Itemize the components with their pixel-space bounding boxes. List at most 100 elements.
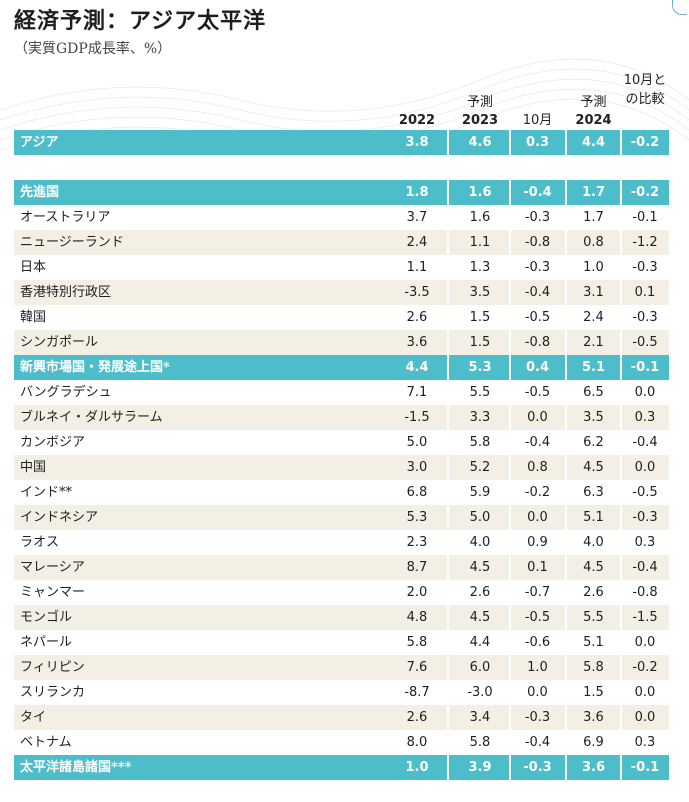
- table-row: ネパール 5.8 4.4 -0.6 5.1 0.0: [14, 630, 669, 655]
- row-label: アジア: [20, 135, 59, 150]
- table-group-row: アジア 3.8 4.6 0.3 4.4 -0.2: [14, 130, 669, 155]
- change-oct-2023: -0.3: [523, 760, 552, 775]
- change-oct-2023: [510, 155, 565, 180]
- value-2024: 2.6: [583, 585, 604, 600]
- change-oct-2023: -0.2: [524, 485, 551, 500]
- row-label: モンゴル: [20, 610, 73, 625]
- change-oct-2023: -0.8: [524, 235, 551, 250]
- row-label: シンガポール: [20, 335, 99, 350]
- value-2023: 3.5: [469, 285, 491, 300]
- value-2023: 5.8: [469, 735, 491, 750]
- table-row: フィリピン 7.6 6.0 1.0 5.8 -0.2: [14, 655, 669, 680]
- value-2022: [387, 155, 447, 180]
- header-2024: 2024: [575, 113, 612, 128]
- table-group-row: 先進国 1.8 1.6 -0.4 1.7 -0.2: [14, 180, 669, 205]
- corner-expand-icon[interactable]: [672, 0, 687, 15]
- change-oct-2024: 0.0: [634, 685, 656, 700]
- value-2024: 2.4: [583, 310, 604, 325]
- change-oct-2023: 0.9: [527, 535, 548, 550]
- value-2024: 1.0: [583, 260, 604, 275]
- value-2023: 4.5: [469, 610, 491, 625]
- row-label: ブルネイ・ダルサラーム: [20, 410, 163, 425]
- header-forecast-2024-label: 予測: [580, 95, 607, 110]
- value-2024: 3.1: [583, 285, 604, 300]
- value-2022: 5.0: [406, 435, 428, 450]
- value-2023: 3.3: [469, 410, 491, 425]
- change-oct-2023: 0.4: [525, 360, 550, 375]
- row-label: 韓国: [20, 310, 47, 325]
- value-2022: 2.3: [406, 535, 428, 550]
- row-label: 香港特別行政区: [20, 285, 112, 300]
- value-2022: -1.5: [404, 410, 430, 425]
- value-2022: 5.8: [406, 635, 428, 650]
- header-oct-compare-line2: の比較: [625, 92, 665, 107]
- value-2022: 7.6: [406, 660, 428, 675]
- value-2023: 5.3: [468, 360, 492, 375]
- change-oct-2024: -0.8: [632, 585, 658, 600]
- change-oct-2023: 1.0: [527, 660, 548, 675]
- row-label: インド**: [20, 485, 73, 500]
- value-2022: 1.1: [406, 260, 428, 275]
- value-2022: 3.0: [406, 460, 428, 475]
- row-label: 日本: [20, 260, 47, 275]
- table-group-row: 太平洋諸島諸国*** 1.0 3.9 -0.3 3.6 -0.1: [14, 755, 669, 780]
- change-oct-2023: -0.4: [524, 285, 551, 300]
- change-oct-2023: 0.0: [527, 510, 548, 525]
- value-2024: 6.5: [583, 385, 604, 400]
- table-row: 日本 1.1 1.3 -0.3 1.0 -0.3: [14, 255, 669, 280]
- value-2024: 5.8: [583, 660, 604, 675]
- table-spacer-row: [14, 155, 669, 180]
- row-label: ベトナム: [20, 735, 72, 750]
- row-label: スリランカ: [20, 685, 86, 700]
- value-2024: 5.1: [583, 510, 604, 525]
- change-oct-2024: [621, 155, 669, 180]
- row-label: フィリピン: [20, 660, 85, 675]
- table-row: 中国 3.0 5.2 0.8 4.5 0.0: [14, 455, 669, 480]
- change-oct-2024: 0.0: [634, 460, 656, 475]
- value-2022: -8.7: [404, 685, 430, 700]
- row-label: 先進国: [20, 185, 60, 200]
- header-oct-change-2023: 10月: [522, 113, 553, 128]
- value-2022: 6.8: [406, 485, 428, 500]
- value-2022: 8.7: [406, 560, 428, 575]
- change-oct-2024: 0.3: [634, 535, 656, 550]
- value-2022: -3.5: [404, 285, 430, 300]
- value-2023: 4.4: [469, 635, 491, 650]
- value-2022: 1.8: [405, 185, 429, 200]
- value-2024: 3.6: [581, 760, 606, 775]
- change-oct-2024: -0.5: [632, 485, 658, 500]
- table-group-row: 新興市場国・発展途上国* 4.4 5.3 0.4 5.1 -0.1: [14, 355, 669, 380]
- row-label: 中国: [20, 460, 47, 475]
- row-label: タイ: [20, 710, 47, 725]
- change-oct-2023: -0.7: [524, 585, 551, 600]
- value-2024: 3.5: [583, 410, 604, 425]
- table-row: バングラデシュ 7.1 5.5 -0.5 6.5 0.0: [14, 380, 669, 405]
- change-oct-2024: -0.1: [632, 210, 658, 225]
- value-2022: 2.6: [406, 710, 428, 725]
- column-divider: [447, 130, 449, 780]
- value-2024: 1.7: [583, 210, 604, 225]
- row-label: ラオス: [20, 535, 60, 550]
- change-oct-2023: -0.4: [524, 735, 551, 750]
- value-2022: 2.0: [406, 585, 428, 600]
- value-2023: 1.6: [468, 185, 492, 200]
- value-2024: 4.5: [583, 460, 604, 475]
- change-oct-2024: 0.0: [634, 385, 656, 400]
- row-label: バングラデシュ: [20, 385, 112, 400]
- value-2023: 1.5: [469, 310, 491, 325]
- change-oct-2023: -0.3: [524, 710, 551, 725]
- change-oct-2024: 0.3: [634, 735, 656, 750]
- table-row: シンガポール 3.6 1.5 -0.8 2.1 -0.5: [14, 330, 669, 355]
- change-oct-2024: -0.3: [632, 510, 658, 525]
- change-oct-2024: -1.5: [632, 610, 658, 625]
- value-2022: 7.1: [406, 385, 428, 400]
- change-oct-2024: -0.3: [632, 260, 658, 275]
- table-row: ベトナム 8.0 5.8 -0.4 6.9 0.3: [14, 730, 669, 755]
- value-2022: 3.7: [406, 210, 428, 225]
- change-oct-2023: -0.3: [524, 210, 551, 225]
- value-2022: 4.4: [405, 360, 429, 375]
- page-subtitle: （実質GDP成長率、%）: [14, 41, 172, 57]
- value-2023: 5.9: [469, 485, 491, 500]
- row-label: 新興市場国・発展途上国*: [20, 360, 170, 375]
- value-2023: 4.6: [468, 135, 492, 150]
